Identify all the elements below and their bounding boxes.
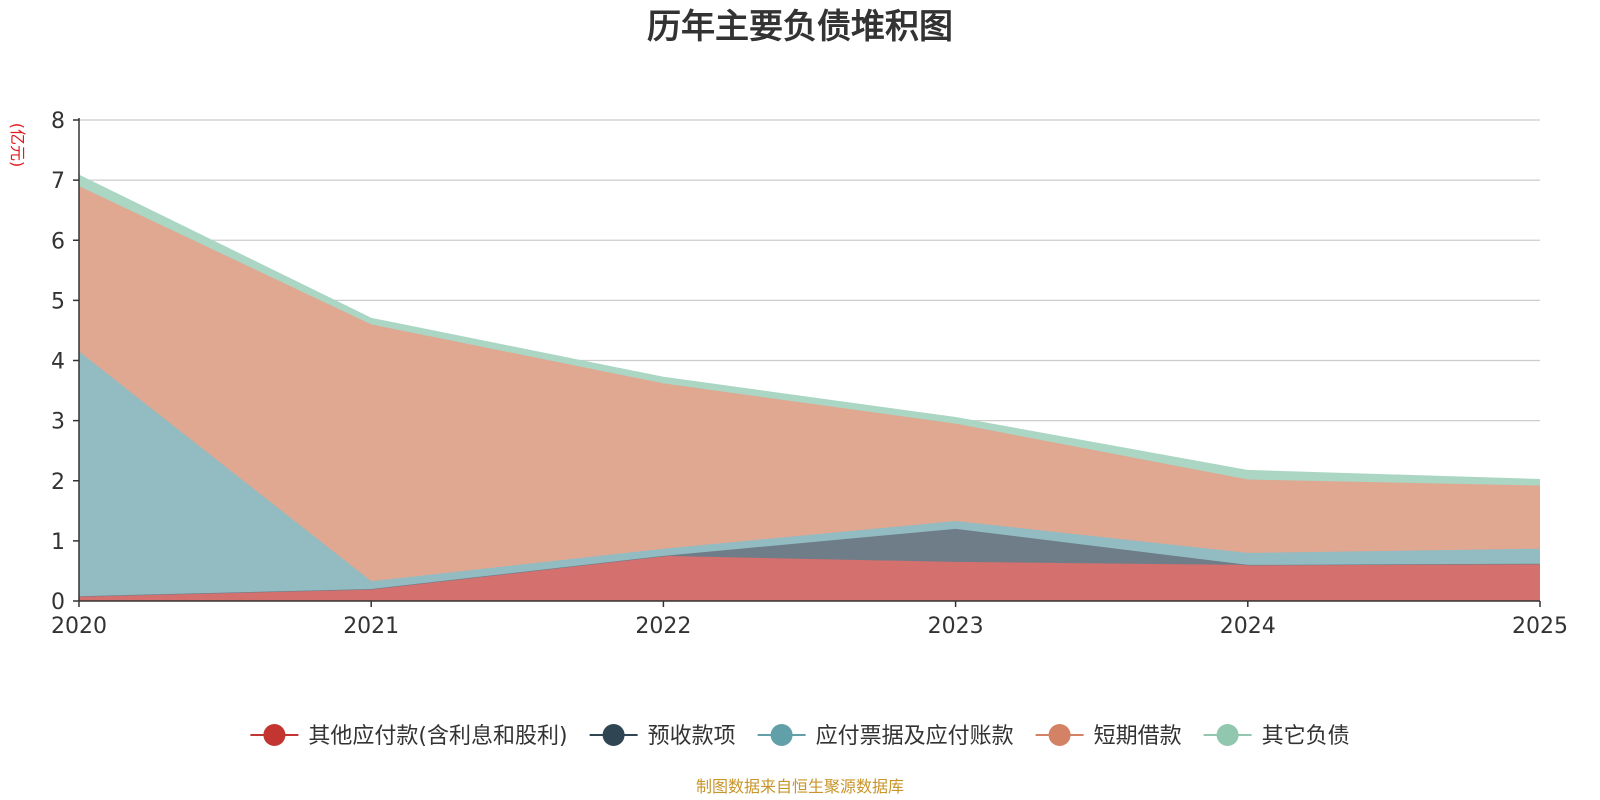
legend-marker-1: [602, 724, 625, 746]
y-tick-label-7: 7: [51, 169, 65, 194]
legend-marker-4: [1216, 724, 1239, 746]
legend-item-1[interactable]: 预收款项: [589, 724, 736, 749]
legend-label-3: 短期借款: [1094, 724, 1182, 749]
legend-label-4: 其它负债: [1262, 724, 1350, 749]
x-tick-label-2022: 2022: [635, 614, 691, 639]
legend-item-0[interactable]: 其他应付款(含利息和股利): [250, 724, 568, 749]
y-tick-label-2: 2: [51, 470, 65, 495]
y-axis-unit-label: (亿元): [8, 123, 27, 168]
area-series-0: [79, 555, 1540, 601]
y-tick-label-5: 5: [51, 289, 65, 314]
legend-marker-3: [1048, 724, 1071, 746]
x-tick-label-2023: 2023: [928, 614, 984, 639]
x-tick-label-2024: 2024: [1220, 614, 1276, 639]
y-tick-label-1: 1: [51, 530, 65, 555]
legend-item-4[interactable]: 其它负债: [1203, 724, 1350, 749]
y-tick-label-8: 8: [51, 109, 65, 134]
y-tick-label-6: 6: [51, 229, 65, 254]
x-tick-label-2020: 2020: [51, 614, 107, 639]
area-series-3: [79, 186, 1540, 582]
area-line-series-4: [78, 174, 1541, 481]
y-tick-label-3: 3: [51, 410, 65, 435]
legend-label-2: 应付票据及应付账款: [816, 724, 1014, 749]
series-areas: [78, 174, 1541, 601]
legend-item-3[interactable]: 短期借款: [1035, 724, 1182, 749]
y-tick-label-0: 0: [51, 590, 65, 615]
axes: 0 1 2 3 4 5 6 7 8 2020 2021 2022 2023 2024 2025: [51, 109, 1568, 639]
x-tick-label-2021: 2021: [343, 614, 399, 639]
legend[interactable]: 其他应付款(含利息和股利) 预收款项 应付票据及应付账款 短期借款 其它负债: [250, 724, 1350, 749]
data-source-note: 制图数据来自恒生聚源数据库: [696, 777, 904, 796]
legend-item-2[interactable]: 应付票据及应付账款: [757, 724, 1014, 749]
chart-title: 历年主要负债堆积图: [647, 7, 953, 47]
legend-marker-0: [263, 724, 286, 746]
area-series-2: [79, 351, 1540, 597]
legend-label-1: 预收款项: [648, 724, 736, 749]
legend-marker-2: [770, 724, 793, 746]
legend-label-0: 其他应付款(含利息和股利): [308, 724, 567, 749]
y-tick-label-4: 4: [51, 350, 65, 375]
x-tick-label-2025: 2025: [1512, 614, 1568, 639]
